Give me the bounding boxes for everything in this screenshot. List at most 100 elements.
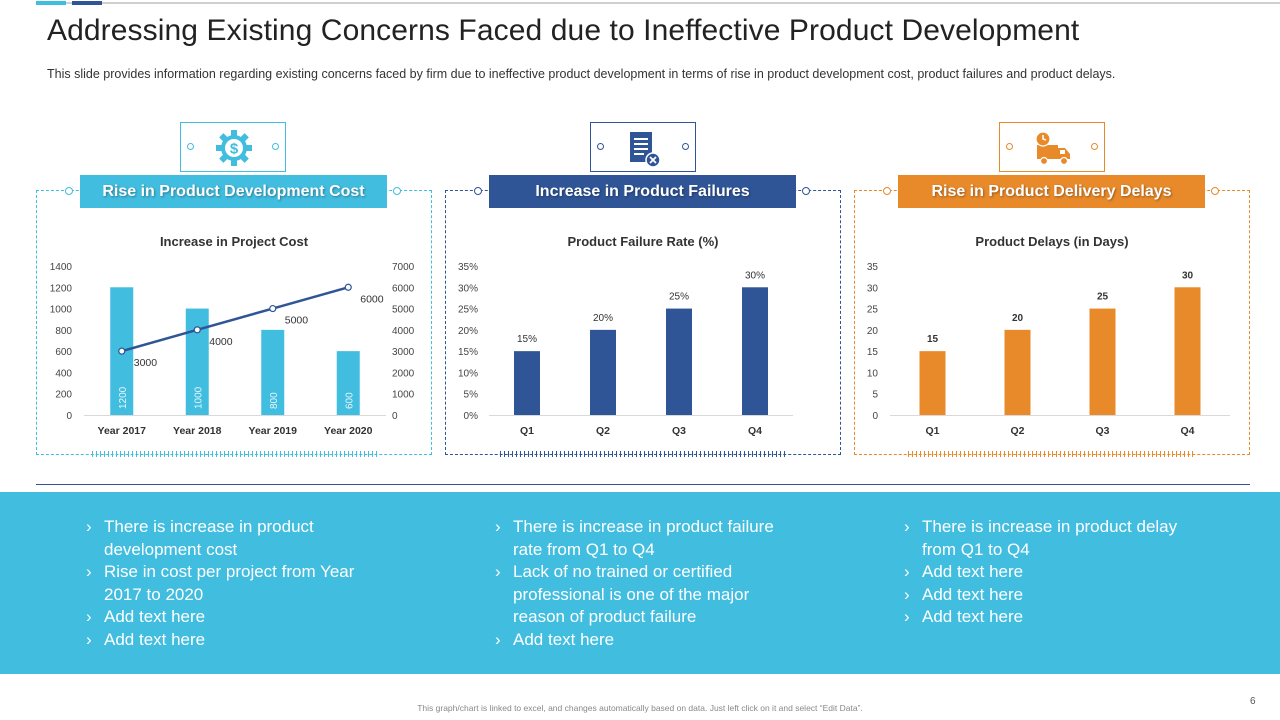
y-tick-label: 400	[55, 368, 72, 379]
chart-failure-rate-svg: Product Failure Rate (%) 0% 5% 10% 15% 20% 25%…	[458, 234, 793, 437]
bar-inner-label: 1200	[118, 386, 129, 409]
connector-dot	[65, 187, 73, 195]
slide-subtitle: This slide provides information regardin…	[47, 67, 1116, 81]
bullet-item: Add text here	[904, 584, 1204, 607]
trend-label: 6000	[360, 293, 384, 305]
bullet-item: There is increase in product development…	[86, 516, 386, 561]
y-tick-label: 800	[55, 326, 72, 337]
x-tick-label: Q4	[748, 425, 762, 437]
data-label: 20%	[593, 313, 613, 324]
trend-point	[193, 326, 201, 334]
top-accent-cyan	[36, 1, 66, 5]
bar	[185, 308, 209, 415]
bar	[261, 329, 285, 415]
chart-title: Product Delays (in Days)	[975, 234, 1128, 249]
delivery-truck-clock-icon	[1035, 131, 1070, 166]
hatch-strip	[500, 451, 786, 457]
y-tick-label: 200	[55, 390, 72, 401]
bullet-item: Add text here	[86, 629, 386, 652]
x-tick-label: Q1	[520, 425, 534, 437]
bar	[1089, 308, 1116, 415]
y-tick-label: 15%	[458, 347, 478, 358]
svg-text:$: $	[230, 141, 239, 158]
y-tick-label: 5	[872, 390, 878, 401]
x-tick-label: Q1	[925, 425, 939, 437]
y2-tick-label: 3000	[392, 347, 415, 358]
icon-box-dot	[597, 143, 604, 150]
bar	[590, 329, 616, 415]
bullet-item: There is increase in product delay from …	[904, 516, 1204, 561]
bullet-item: Lack of no trained or certified professi…	[495, 561, 795, 629]
caption-cost: Rise in Product Development Cost	[80, 175, 387, 208]
y-tick-label: 25%	[458, 305, 478, 316]
y-tick-label: 0%	[464, 411, 479, 422]
bullet-item: There is increase in product failure rat…	[495, 516, 795, 561]
connector-dot	[474, 187, 482, 195]
document-error-icon	[630, 132, 661, 168]
bar-inner-label: 1000	[193, 386, 204, 409]
bullet-item: Rise in cost per project from Year 2017 …	[86, 561, 386, 606]
trend-point	[269, 304, 277, 313]
bullet-item: Add text here	[495, 629, 795, 652]
x-tick-label: Q2	[1010, 425, 1024, 437]
hatch-strip	[92, 451, 377, 457]
y-tick-label: 1400	[50, 262, 73, 273]
bar-inner-label: 600	[344, 392, 355, 409]
y2-tick-label: 7000	[392, 262, 415, 273]
trend-label: 5000	[285, 315, 309, 327]
bar	[336, 351, 360, 415]
caption-failures: Increase in Product Failures	[489, 175, 796, 208]
y-tick-label: 10	[867, 368, 879, 379]
footer-note: This graph/chart is linked to excel, and…	[417, 703, 863, 713]
hatch-strip	[908, 451, 1195, 457]
top-accent-navy	[72, 1, 102, 5]
chart-title: Product Failure Rate (%)	[568, 234, 719, 249]
icon-box-dot	[272, 143, 279, 150]
y-tick-label: 600	[55, 347, 72, 358]
y-tick-label: 25	[867, 305, 879, 316]
y-tick-label: 20	[867, 326, 879, 337]
bar-inner-label: 800	[269, 392, 280, 409]
y-tick-label: 15	[867, 347, 879, 358]
bar	[514, 351, 540, 415]
section-divider	[36, 484, 1250, 485]
summary-band: There is increase in product development…	[0, 492, 1280, 674]
top-rule	[36, 2, 1280, 4]
connector-dot	[1211, 187, 1219, 195]
x-tick-label: Year 2020	[324, 425, 373, 437]
bullet-item: Add text here	[904, 561, 1204, 584]
bullet-item: Add text here	[86, 606, 386, 629]
y2-tick-label: 2000	[392, 368, 415, 379]
page-number: 6	[1250, 696, 1256, 707]
y2-tick-label: 4000	[392, 326, 415, 337]
bar	[742, 287, 768, 415]
data-label: 25%	[669, 292, 689, 303]
y-tick-label: 0	[872, 411, 878, 422]
chart-product-delays-svg: Product Delays (in Days) 0 5 10 15 20 25 30 35 Q1…	[867, 234, 1230, 437]
data-label: 20	[1012, 313, 1024, 324]
chart-failure-rate: Product Failure Rate (%) 0% 5% 10% 15% 20% 25%…	[445, 222, 841, 447]
y2-tick-label: 0	[392, 411, 398, 422]
y-tick-label: 20%	[458, 326, 478, 337]
bar	[1004, 329, 1031, 415]
bullet-item: Add text here	[904, 606, 1204, 629]
y2-tick-label: 1000	[392, 390, 415, 401]
x-tick-label: Year 2018	[173, 425, 222, 437]
bar	[666, 308, 692, 415]
bullets-failures: There is increase in product failure rat…	[495, 516, 795, 651]
x-tick-label: Q3	[672, 425, 686, 437]
chart-project-cost-svg: Increase in Project Cost 0 200 400 600 800 100…	[50, 234, 415, 437]
icon-box-dot	[187, 143, 194, 150]
icon-box-cost: $	[180, 122, 286, 172]
x-tick-label: Year 2017	[98, 425, 147, 437]
trend-point	[118, 347, 126, 355]
icon-box-failures	[590, 122, 696, 172]
x-tick-label: Year 2019	[249, 425, 298, 437]
connector-dot	[883, 187, 891, 195]
trend-label: 4000	[209, 336, 233, 348]
icon-box-dot	[1006, 143, 1013, 150]
x-tick-label: Q2	[596, 425, 610, 437]
y2-tick-label: 6000	[392, 283, 415, 294]
y-tick-label: 35	[867, 262, 879, 273]
y-tick-label: 10%	[458, 368, 478, 379]
